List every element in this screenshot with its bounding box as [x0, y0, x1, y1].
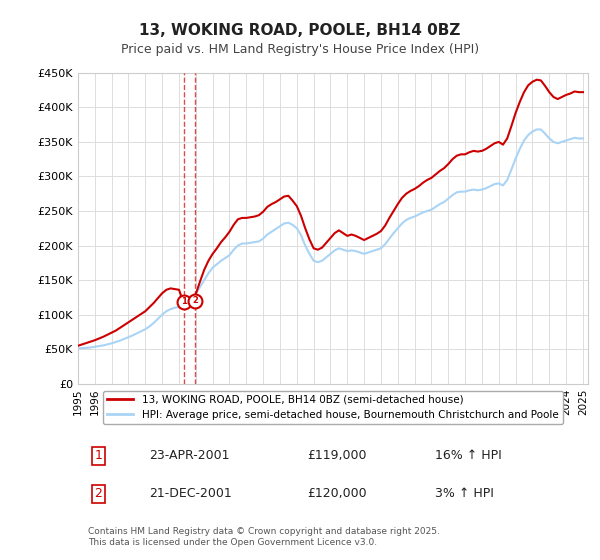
Text: 16% ↑ HPI: 16% ↑ HPI [435, 449, 502, 462]
Text: 2: 2 [193, 296, 198, 305]
Text: Contains HM Land Registry data © Crown copyright and database right 2025.
This d: Contains HM Land Registry data © Crown c… [88, 528, 440, 547]
Text: 21-DEC-2001: 21-DEC-2001 [149, 487, 232, 500]
Text: 1: 1 [181, 297, 187, 306]
Text: 3% ↑ HPI: 3% ↑ HPI [435, 487, 494, 500]
Text: £120,000: £120,000 [308, 487, 367, 500]
Legend: 13, WOKING ROAD, POOLE, BH14 0BZ (semi-detached house), HPI: Average price, semi: 13, WOKING ROAD, POOLE, BH14 0BZ (semi-d… [103, 391, 563, 424]
Text: £119,000: £119,000 [308, 449, 367, 462]
Text: 2: 2 [94, 487, 103, 500]
Text: 13, WOKING ROAD, POOLE, BH14 0BZ: 13, WOKING ROAD, POOLE, BH14 0BZ [139, 24, 461, 38]
Text: 23-APR-2001: 23-APR-2001 [149, 449, 230, 462]
Text: Price paid vs. HM Land Registry's House Price Index (HPI): Price paid vs. HM Land Registry's House … [121, 43, 479, 56]
Text: 1: 1 [94, 449, 103, 462]
